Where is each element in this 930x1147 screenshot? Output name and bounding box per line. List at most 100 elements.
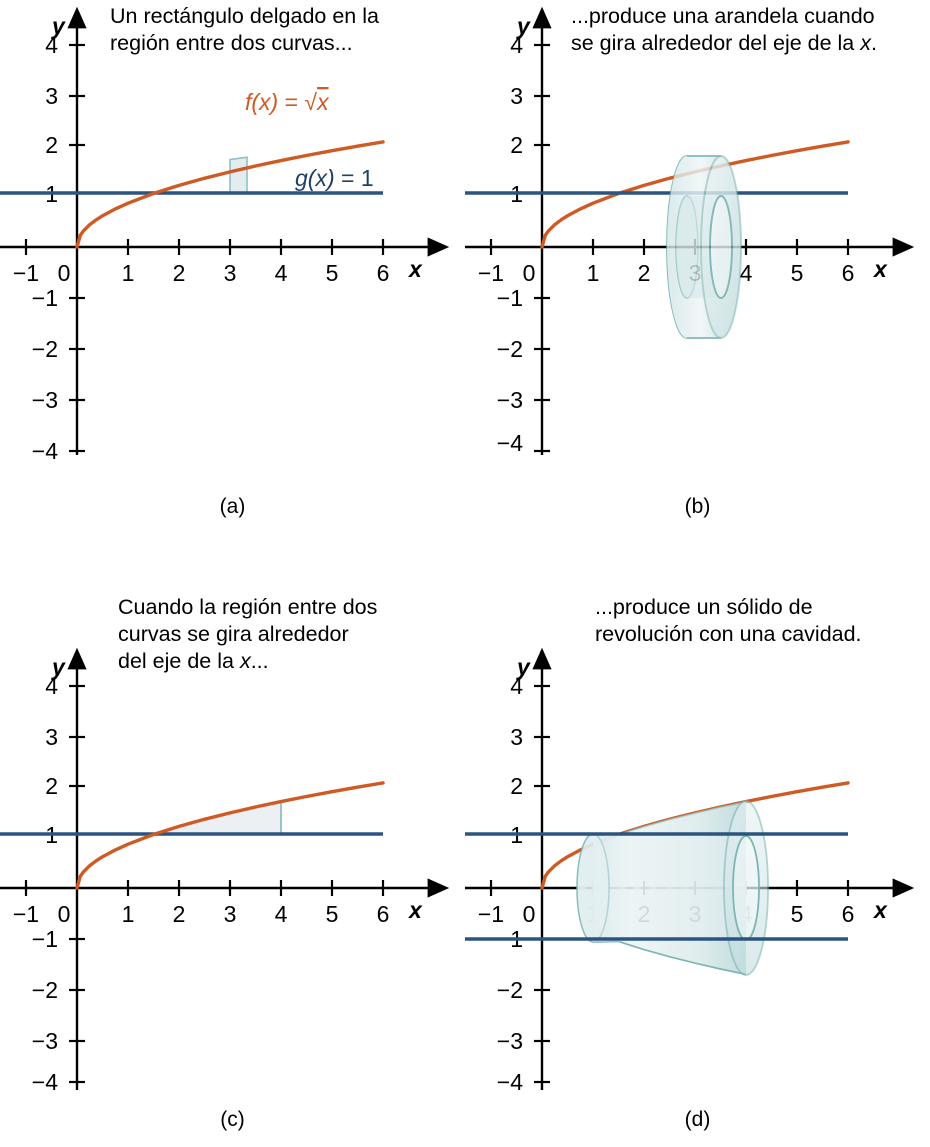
panel-d: ...produce un sólido de revolución con u…: [465, 590, 930, 1090]
svg-text:−4: −4: [497, 1069, 523, 1090]
svg-text:5: 5: [326, 901, 339, 927]
svg-text:3: 3: [45, 83, 58, 109]
svg-text:−1: −1: [32, 285, 58, 311]
svg-text:−2: −2: [497, 977, 523, 1003]
panel-d-title-line2: revolución con una cavidad.: [595, 622, 862, 646]
svg-text:0: 0: [523, 901, 536, 927]
svg-text:5: 5: [326, 260, 339, 286]
cavity-bore: [593, 834, 746, 942]
x-ticks: [24, 880, 385, 896]
panel-a-plot: Un rectángulo delgado en la región entre…: [0, 4, 450, 464]
y-axis-label: y: [51, 654, 66, 680]
x-tick-labels: −1 0 1 2 3 4 5 6: [13, 901, 390, 927]
panel-b: ...produce una arandela cuando se gira a…: [465, 0, 930, 470]
svg-text:1: 1: [122, 260, 135, 286]
curve-f: [75, 140, 385, 249]
x-axis-label: x: [872, 256, 888, 282]
y-ticks: [69, 684, 85, 1084]
panel-b-title-line2: se gira alrededor del eje de la x.: [571, 31, 877, 55]
panel-c-title-line2: curvas se gira alrededor: [118, 622, 349, 646]
svg-text:−2: −2: [497, 336, 523, 362]
svg-text:3: 3: [45, 724, 58, 750]
washer-solid: [666, 155, 742, 339]
y-ticks: [69, 43, 85, 453]
y-tick-labels: 4 3 2 1 1 −2 −3 −4: [497, 673, 523, 1090]
svg-text:−1: −1: [497, 285, 523, 311]
shaded-region: [128, 801, 281, 835]
label-function-g: g(x) = 1: [295, 165, 374, 191]
svg-text:4: 4: [740, 260, 753, 286]
svg-text:3: 3: [510, 83, 523, 109]
panel-c-title-line1: Cuando la región entre dos: [118, 595, 377, 619]
x-tick-labels: −1 0 1 2 3 4 5 6: [13, 260, 390, 286]
y-tick-labels: 4 3 2 1 −1 −2 −3 −4: [32, 673, 58, 1090]
curve-f: [540, 140, 850, 249]
svg-text:4: 4: [45, 673, 58, 699]
svg-text:5: 5: [791, 260, 804, 286]
svg-text:−4: −4: [32, 1069, 58, 1090]
thin-rectangle: [229, 156, 248, 194]
svg-text:4: 4: [275, 260, 288, 286]
x-tick-labels: −1 0 1 2 3 4 5 6: [478, 260, 855, 286]
svg-text:6: 6: [842, 901, 855, 927]
svg-text:4: 4: [275, 901, 288, 927]
svg-text:−1: −1: [13, 260, 39, 286]
cavity-right-hole: [732, 835, 760, 941]
svg-text:−3: −3: [32, 387, 58, 413]
svg-text:−3: −3: [32, 1028, 58, 1054]
svg-text:4: 4: [45, 32, 58, 58]
panel-b-caption: (b): [684, 495, 711, 518]
svg-text:−4: −4: [497, 430, 523, 456]
panel-d-title-line1: ...produce un sólido de: [595, 595, 813, 619]
y-axis-label: y: [516, 654, 531, 680]
panel-a-caption: (a): [219, 495, 246, 518]
curve-f: [75, 781, 385, 890]
panel-a-title-line2: región entre dos curvas...: [110, 31, 353, 55]
svg-text:−2: −2: [32, 336, 58, 362]
x-axis-label: x: [872, 897, 888, 923]
svg-text:3: 3: [224, 260, 237, 286]
svg-text:2: 2: [510, 132, 523, 158]
x-axis-label: x: [407, 256, 423, 282]
svg-text:2: 2: [45, 773, 58, 799]
x-tick-labels: −1 0 5 6: [478, 901, 855, 927]
label-function-f: f(x) = √x: [245, 89, 330, 115]
svg-text:2: 2: [173, 901, 186, 927]
solid-right-cap: [723, 800, 769, 976]
svg-text:−1: −1: [13, 901, 39, 927]
svg-text:−1: −1: [478, 901, 504, 927]
panel-d-plot: ...produce un sólido de revolución con u…: [465, 595, 915, 1090]
x-ticks: [489, 239, 850, 255]
svg-text:4: 4: [510, 673, 523, 699]
panel-a-title-line1: Un rectángulo delgado en la: [110, 4, 379, 28]
svg-text:4: 4: [510, 32, 523, 58]
x-ticks: [24, 239, 385, 255]
svg-text:0: 0: [58, 901, 71, 927]
svg-text:0: 0: [58, 260, 71, 286]
panel-c-title-line3: del eje de la x...: [118, 649, 269, 673]
svg-text:6: 6: [842, 260, 855, 286]
svg-text:6: 6: [377, 901, 390, 927]
panel-c-plot: Cuando la región entre dos curvas se gir…: [0, 595, 450, 1090]
svg-text:2: 2: [638, 260, 651, 286]
svg-text:−1: −1: [478, 260, 504, 286]
svg-text:5: 5: [791, 901, 804, 927]
panel-a: Un rectángulo delgado en la región entre…: [0, 0, 465, 470]
svg-text:−1: −1: [32, 926, 58, 952]
svg-text:3: 3: [224, 901, 237, 927]
svg-text:−2: −2: [32, 977, 58, 1003]
svg-text:−3: −3: [497, 387, 523, 413]
panel-d-caption: (d): [684, 1108, 711, 1131]
svg-text:6: 6: [377, 260, 390, 286]
svg-text:1: 1: [587, 260, 600, 286]
y-tick-labels: 4 3 2 1 −1 −2 −3 −4: [497, 32, 523, 456]
panel-b-plot: ...produce una arandela cuando se gira a…: [465, 4, 915, 456]
y-ticks: [534, 684, 550, 1084]
svg-text:1: 1: [122, 901, 135, 927]
svg-text:2: 2: [45, 132, 58, 158]
svg-text:−4: −4: [32, 438, 58, 464]
svg-text:2: 2: [510, 773, 523, 799]
y-axis-label: y: [51, 13, 66, 39]
panel-c: Cuando la región entre dos curvas se gir…: [0, 590, 465, 1090]
